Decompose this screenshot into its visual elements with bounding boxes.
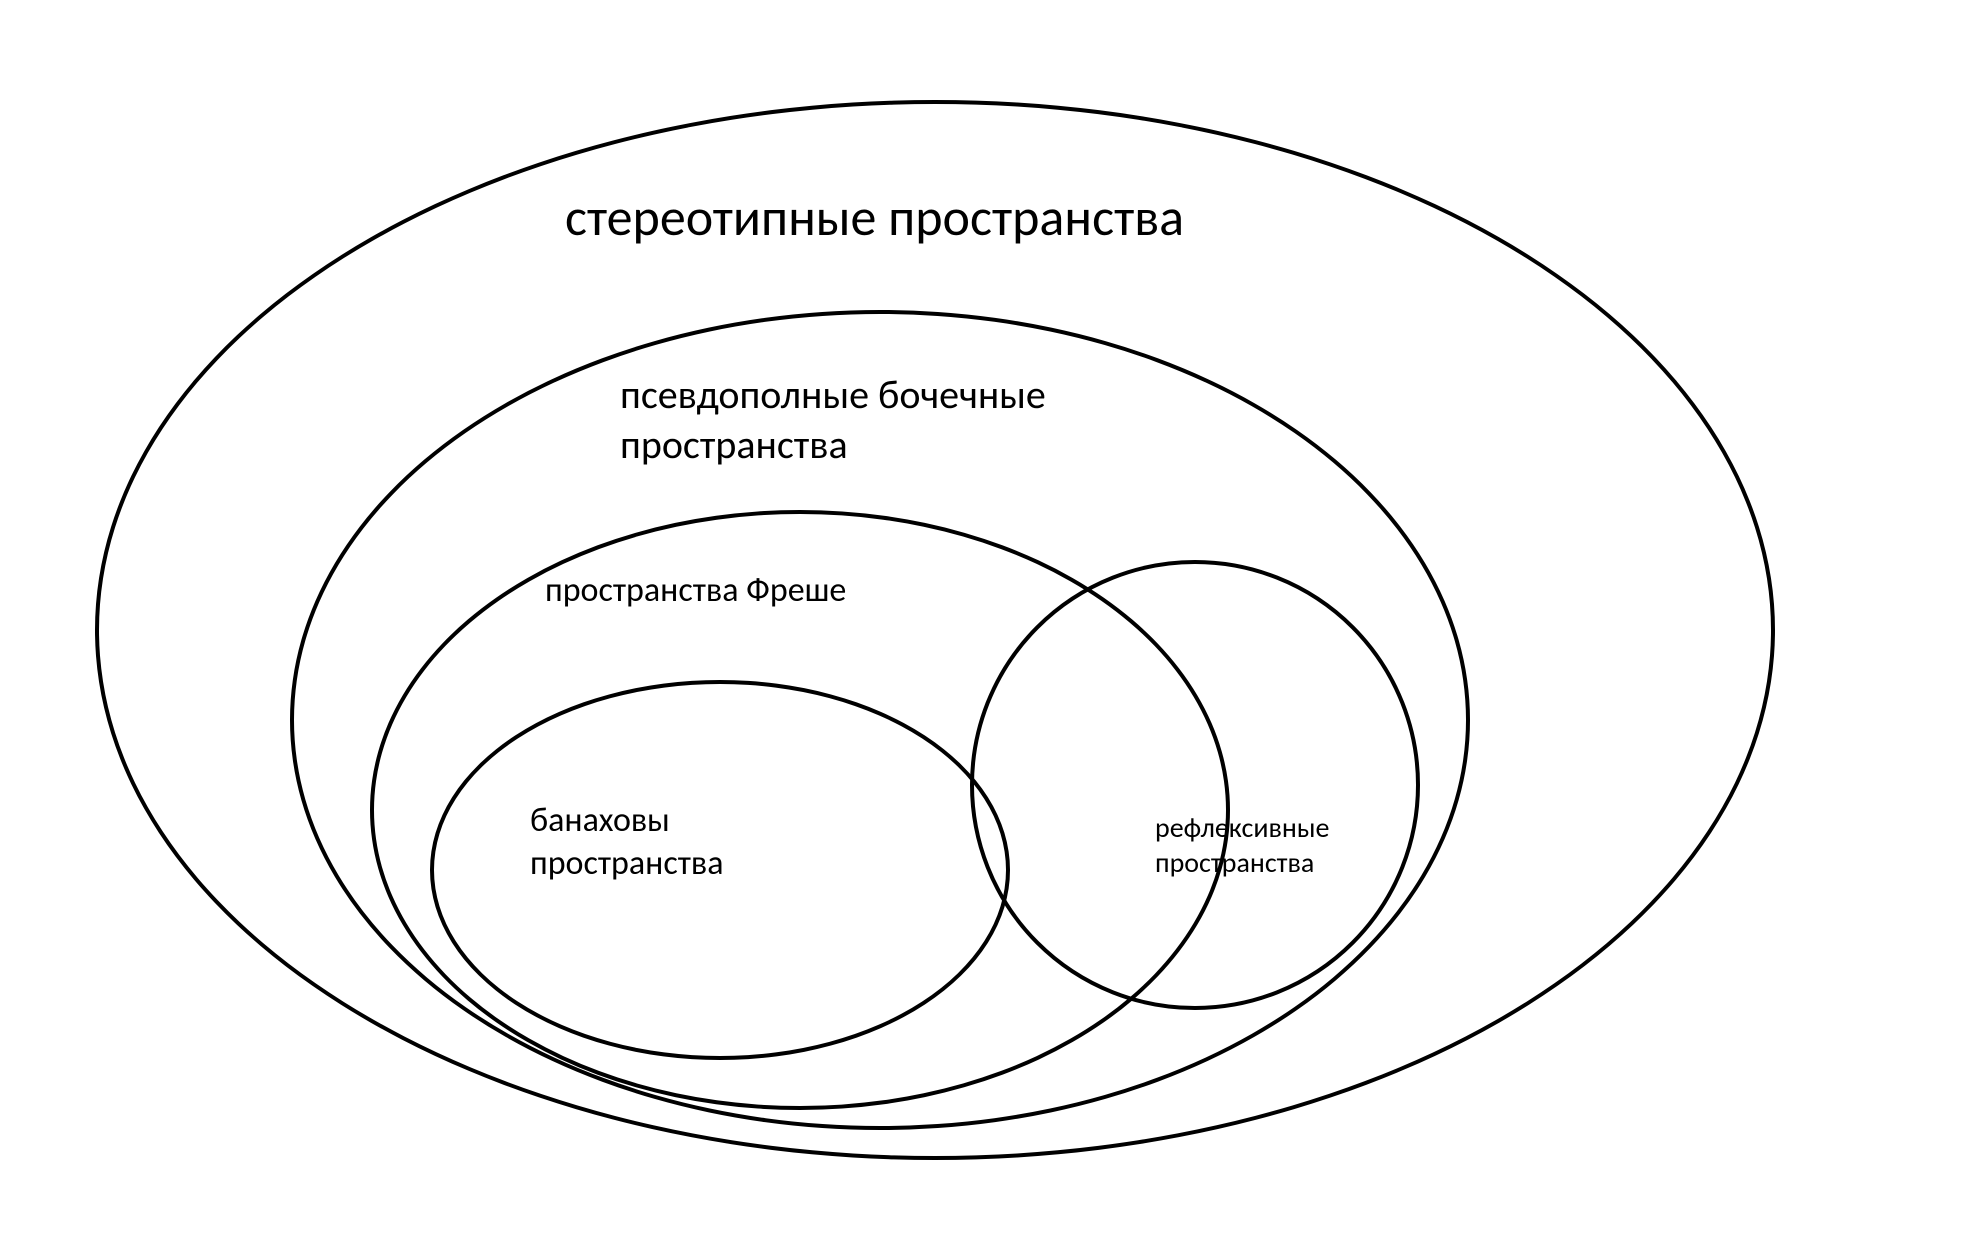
label-frechet: пространства Фреше: [545, 570, 846, 613]
label-stereo: стереотипные пространства: [565, 185, 1184, 250]
venn-diagram-canvas: стереотипные пространства псевдополные бо…: [0, 0, 1968, 1240]
label-pseudo: псевдополные бочечные пространства: [620, 370, 1046, 470]
label-banach: банаховы пространства: [530, 800, 723, 885]
ellipse-reflex: [970, 560, 1420, 1010]
label-reflex: рефлексивные пространства: [1155, 810, 1329, 880]
